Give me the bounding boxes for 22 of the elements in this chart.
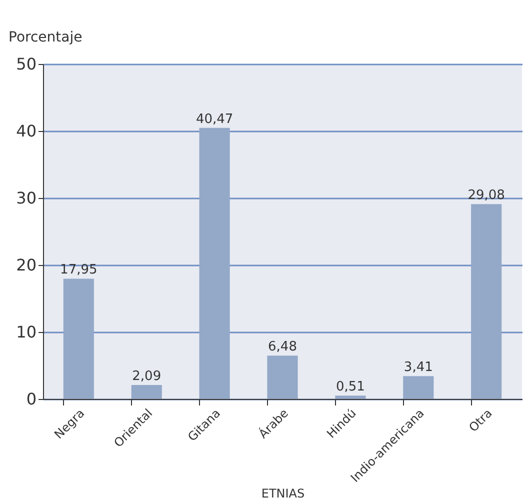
- y-tick-label: 0: [26, 390, 36, 408]
- y-tick-label: 10: [16, 322, 36, 342]
- bar: [267, 356, 298, 399]
- data-label: 2,09: [132, 368, 162, 384]
- y-tick-label: 20: [16, 256, 36, 274]
- data-label: 3,41: [404, 360, 433, 376]
- y-tick-label: 30: [16, 188, 36, 208]
- y-axis-title: Porcentaje: [8, 30, 82, 46]
- data-label: 6,48: [268, 340, 297, 355]
- bar: [403, 376, 434, 399]
- data-label: 40,47: [196, 112, 234, 127]
- x-tick-label: Otra: [466, 406, 495, 435]
- bar: [131, 384, 162, 399]
- bar: [199, 128, 230, 399]
- data-label: 0,51: [336, 380, 365, 395]
- bar: [63, 278, 94, 399]
- bar: [335, 396, 366, 399]
- y-tick-label: 40: [16, 122, 36, 140]
- y-tick-label: 50: [16, 54, 36, 74]
- x-axis-title: ETNIAS: [261, 486, 305, 500]
- bar: [471, 204, 502, 399]
- data-label: 17,95: [60, 262, 98, 278]
